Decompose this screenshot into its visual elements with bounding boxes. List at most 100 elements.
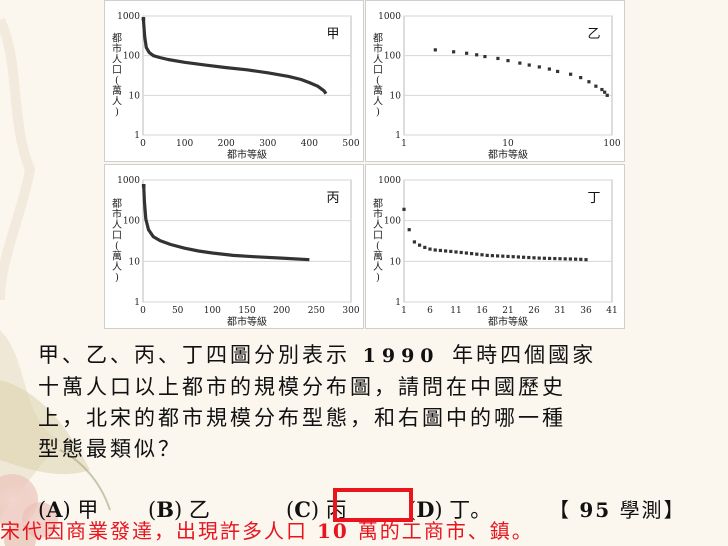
y-tick-label: 100 <box>123 217 140 227</box>
data-point <box>483 54 487 59</box>
y-tick-label: 1 <box>395 131 401 141</box>
y-axis-label-char: 口 <box>112 231 122 242</box>
x-tick-label: 150 <box>238 306 255 316</box>
x-tick-label: 26 <box>528 306 540 316</box>
option-a-text: 甲 <box>77 498 99 522</box>
x-tick-label: 100 <box>204 306 221 316</box>
x-tick-label: 300 <box>342 306 359 316</box>
y-axis-label-char: 人 <box>112 219 122 231</box>
series-line <box>142 185 310 262</box>
x-tick-label: 500 <box>342 139 359 149</box>
plot-frame <box>403 15 613 136</box>
data-point <box>433 48 437 52</box>
data-point <box>568 257 572 261</box>
data-point <box>141 16 146 21</box>
y-axis-label-char: 都 <box>373 33 383 45</box>
y-tick-label: 10 <box>129 91 141 101</box>
y-tick-label: 100 <box>384 52 401 62</box>
panel-label: 甲 <box>326 27 339 42</box>
x-tick-label: 1 <box>401 306 407 316</box>
data-point <box>558 257 562 261</box>
data-point <box>516 255 520 259</box>
y-tick-label: 100 <box>123 52 140 62</box>
data-point <box>563 257 567 261</box>
panel-label: 乙 <box>587 27 600 42</box>
data-point <box>402 207 406 211</box>
x-tick-label: 250 <box>308 306 325 316</box>
series-line <box>141 18 328 95</box>
y-axis-label-char: 人 <box>373 54 383 66</box>
data-point <box>428 247 432 251</box>
x-axis-label: 都市等級 <box>488 148 528 161</box>
y-axis-label-char: 人 <box>373 261 383 273</box>
y-tick-label: 1000 <box>378 12 401 22</box>
y-axis-label-char: ( <box>376 241 380 252</box>
y-axis-label-char: 人 <box>373 96 383 108</box>
option-d-letter: D <box>416 497 435 522</box>
x-tick-label: 1 <box>401 139 407 149</box>
explanation-number: 10 <box>316 519 349 543</box>
data-point <box>412 240 416 244</box>
data-point <box>511 255 515 259</box>
y-axis-label-char: 都 <box>112 33 122 45</box>
question-line-3: 上，北宋的都市規模分布型態，和右圖中的哪一種 <box>38 406 566 430</box>
y-axis-label-char: ( <box>115 241 119 252</box>
y-tick-label: 10 <box>129 257 141 267</box>
x-tick-label: 0 <box>140 139 146 149</box>
chart-panel-ding: 1000 100 10 1 1 6 11 16 21 26 31 36 41 都市等級都市人口(萬人) 丁 <box>365 164 625 329</box>
source-label: 學測 <box>619 498 664 522</box>
source-year: 95 <box>579 498 612 522</box>
data-point <box>600 87 604 92</box>
chart-panel-yi: 1000 100 10 1 1 10 100 都市等級都市人口(萬人) 乙 <box>365 0 625 162</box>
panel-label: 丁 <box>587 191 600 206</box>
x-axis-label: 都市等級 <box>227 315 267 328</box>
data-point <box>501 254 505 258</box>
data-point <box>480 253 484 257</box>
data-point <box>496 254 500 258</box>
data-point <box>449 249 453 254</box>
data-point <box>506 59 510 63</box>
data-point <box>569 72 573 76</box>
x-tick-label: 300 <box>259 139 276 149</box>
option-d-text: 丁。 <box>449 498 492 522</box>
data-point <box>465 51 469 55</box>
y-tick-label: 1 <box>134 298 140 308</box>
explanation-post: 萬的工商市、鎮。 <box>357 519 534 543</box>
x-tick-label: 100 <box>603 139 620 149</box>
option-b[interactable]: (B) 乙 <box>148 497 210 522</box>
data-point <box>407 228 411 232</box>
y-axis-label-char: 人 <box>112 96 122 108</box>
data-point <box>594 84 598 88</box>
y-axis-label-char: 市 <box>373 42 383 55</box>
y-axis-label-char: ) <box>115 273 119 284</box>
y-axis-label-char: 都 <box>112 198 122 210</box>
data-point <box>506 254 510 259</box>
y-tick-label: 1000 <box>117 176 140 186</box>
y-axis-label-char: 口 <box>373 231 383 242</box>
y-axis-label-char: 萬 <box>112 84 122 97</box>
x-tick-label: 36 <box>580 306 592 316</box>
question-line-1b: 年時四個國家 <box>452 343 597 367</box>
data-point <box>418 243 422 247</box>
answer-highlight-box <box>333 488 413 522</box>
data-point <box>464 251 468 255</box>
data-point <box>454 250 458 254</box>
data-point <box>605 93 609 97</box>
x-tick-label: 16 <box>476 306 488 316</box>
data-point <box>603 90 607 94</box>
option-c[interactable]: (C) 丙 <box>286 497 347 522</box>
y-tick-label: 10 <box>390 91 402 101</box>
x-axis-label: 都市等級 <box>227 148 267 161</box>
x-tick-label: 6 <box>427 306 433 316</box>
option-a[interactable]: (A) 甲 <box>38 497 99 522</box>
x-tick-label: 41 <box>606 306 617 316</box>
data-point <box>459 250 463 255</box>
data-point <box>547 67 551 71</box>
chart-panel-bing: 1000 100 10 1 0 50 100 150 200 250 300 都市等級都市人口(萬人)… <box>104 164 364 329</box>
data-point <box>141 184 146 188</box>
data-point <box>490 254 494 258</box>
y-axis-label-char: ) <box>376 107 380 118</box>
